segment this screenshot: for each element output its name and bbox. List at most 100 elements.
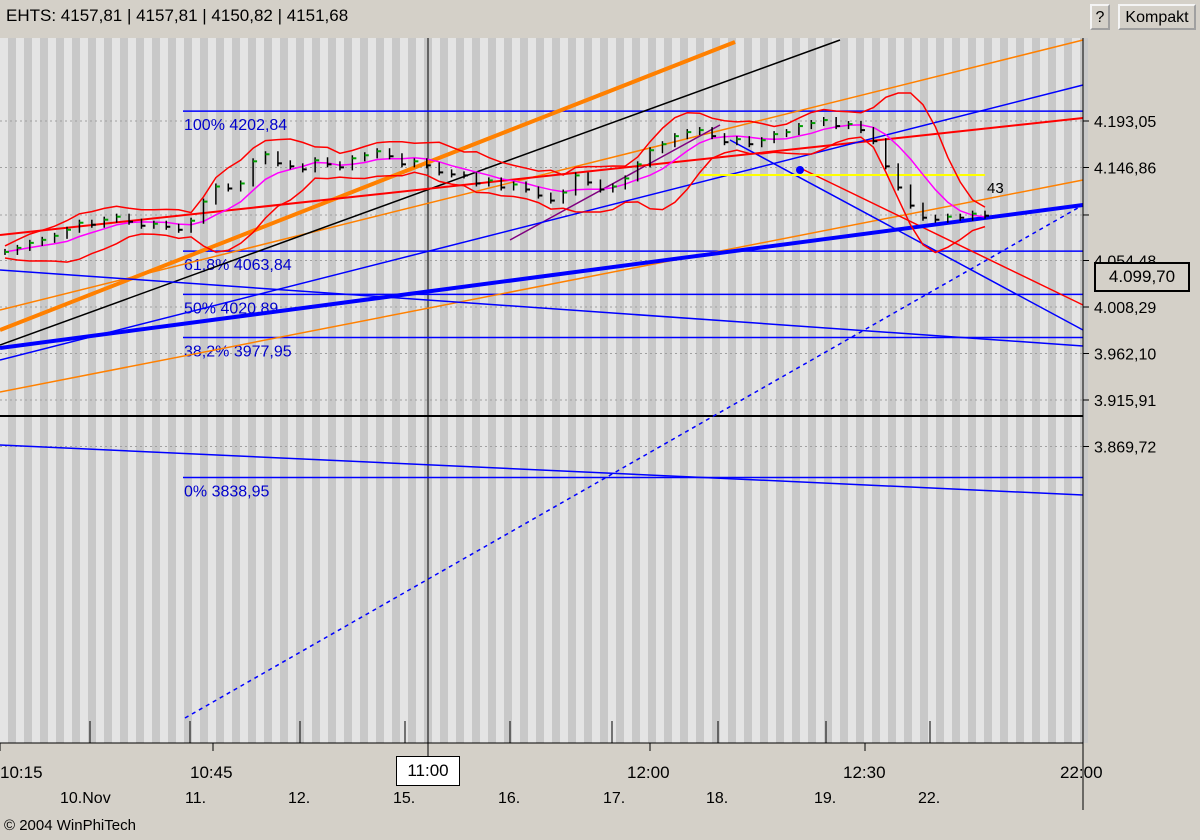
time-stripe [648, 38, 656, 743]
time-stripe [520, 38, 528, 743]
red-down-line [799, 167, 1084, 306]
purple-trend [509, 124, 721, 241]
help-button[interactable]: ? [1090, 4, 1110, 30]
time-stripe [248, 38, 256, 743]
y-tick-label: 3.962,10 [1094, 347, 1156, 364]
blue-long-down [0, 269, 1084, 347]
time-stripe [440, 38, 448, 743]
x-time-label: 22:00 [1060, 763, 1103, 782]
time-stripe [40, 38, 48, 743]
time-stripe [1048, 38, 1056, 743]
compact-button[interactable]: Kompakt [1118, 4, 1196, 30]
time-stripe [984, 38, 992, 743]
blue-up-line [0, 84, 1084, 361]
time-stripe [632, 38, 640, 743]
time-stripe [840, 38, 848, 743]
time-stripe [312, 38, 320, 743]
y-tick-label: 3.869,72 [1094, 440, 1156, 457]
time-stripe [904, 38, 912, 743]
time-stripe [696, 38, 704, 743]
blue-descending [729, 139, 1084, 331]
time-stripe [888, 38, 896, 743]
x-date-label: 22. [918, 790, 940, 807]
time-stripe [344, 38, 352, 743]
time-stripe [1032, 38, 1040, 743]
x-date-label: 10.Nov [60, 790, 111, 807]
x-time-label: 10:45 [190, 763, 233, 782]
time-stripe [568, 38, 576, 743]
time-stripe [680, 38, 688, 743]
time-stripe [808, 38, 816, 743]
time-stripe [88, 38, 96, 743]
time-stripe [56, 38, 64, 743]
x-date-label: 12. [288, 790, 310, 807]
y-axis-labels: 4.193,054.146,864.054,484.008,293.962,10… [1083, 114, 1156, 457]
time-stripe [136, 38, 144, 743]
time-stripe [456, 38, 464, 743]
time-stripe [408, 38, 416, 743]
time-stripe [856, 38, 864, 743]
x-time-label: 10:15 [0, 763, 43, 782]
orange-channel-bottom [0, 179, 1084, 393]
fib-level-label: 100% 4202,84 [184, 117, 287, 134]
x-date-label: 15. [393, 790, 415, 807]
time-stripe [824, 38, 832, 743]
time-stripe [600, 38, 608, 743]
time-stripe [152, 38, 160, 743]
time-stripe [488, 38, 496, 743]
time-stripe [792, 38, 800, 743]
time-stripe [712, 38, 720, 743]
x-date-label: 16. [498, 790, 520, 807]
fib-level-label: 0% 3838,95 [184, 483, 270, 500]
fib-level-label: 38,2% 3977,95 [184, 344, 292, 361]
time-stripe [104, 38, 112, 743]
orange-channel-top [0, 39, 1084, 311]
time-stripe [536, 38, 544, 743]
time-stripe [72, 38, 80, 743]
x-date-label: 18. [706, 790, 728, 807]
bollinger-upper [4, 92, 986, 247]
copyright-text: © 2004 WinPhiTech [4, 817, 136, 834]
time-stripe [728, 38, 736, 743]
time-stripe [24, 38, 32, 743]
time-stripe [280, 38, 288, 743]
time-stripe [328, 38, 336, 743]
time-stripe [552, 38, 560, 743]
time-stripe [8, 38, 16, 743]
time-stripe [616, 38, 624, 743]
x-date-label: 19. [814, 790, 836, 807]
time-stripe [1000, 38, 1008, 743]
time-stripe [584, 38, 592, 743]
current-price-label: 4.099,70 [1094, 262, 1190, 292]
moving-average [4, 124, 986, 253]
blue-lower-down [0, 444, 1084, 496]
time-stripe [120, 38, 128, 743]
bollinger-lower [4, 136, 986, 263]
time-stripe [360, 38, 368, 743]
time-stripe [216, 38, 224, 743]
fib-level-label: 61,8% 4063,84 [184, 257, 292, 274]
time-stripe [392, 38, 400, 743]
time-stripe [776, 38, 784, 743]
x-axis-labels: 10:15 10:45 12:00 12:30 22:00 10.Nov 11. 12. 15.… [0, 721, 1103, 807]
axes [0, 38, 1084, 810]
time-stripe [936, 38, 944, 743]
time-stripe [872, 38, 880, 743]
x-time-label: 12:30 [843, 763, 886, 782]
y-tick-label: 4.193,05 [1094, 114, 1156, 131]
x-date-label: 11. [185, 790, 206, 807]
time-stripe [184, 38, 192, 743]
time-stripe [168, 38, 176, 743]
annotation-label: 43 [987, 180, 1004, 197]
time-stripe [920, 38, 928, 743]
time-stripe [1016, 38, 1024, 743]
time-stripe [296, 38, 304, 743]
cursor-time-label: 11:00 [396, 756, 460, 786]
y-tick-label: 4.008,29 [1094, 300, 1156, 317]
time-stripe [760, 38, 768, 743]
time-stripe [1080, 38, 1088, 743]
symbol-quote: EHTS: 4157,81 | 4157,81 | 4150,82 | 4151… [6, 6, 349, 25]
